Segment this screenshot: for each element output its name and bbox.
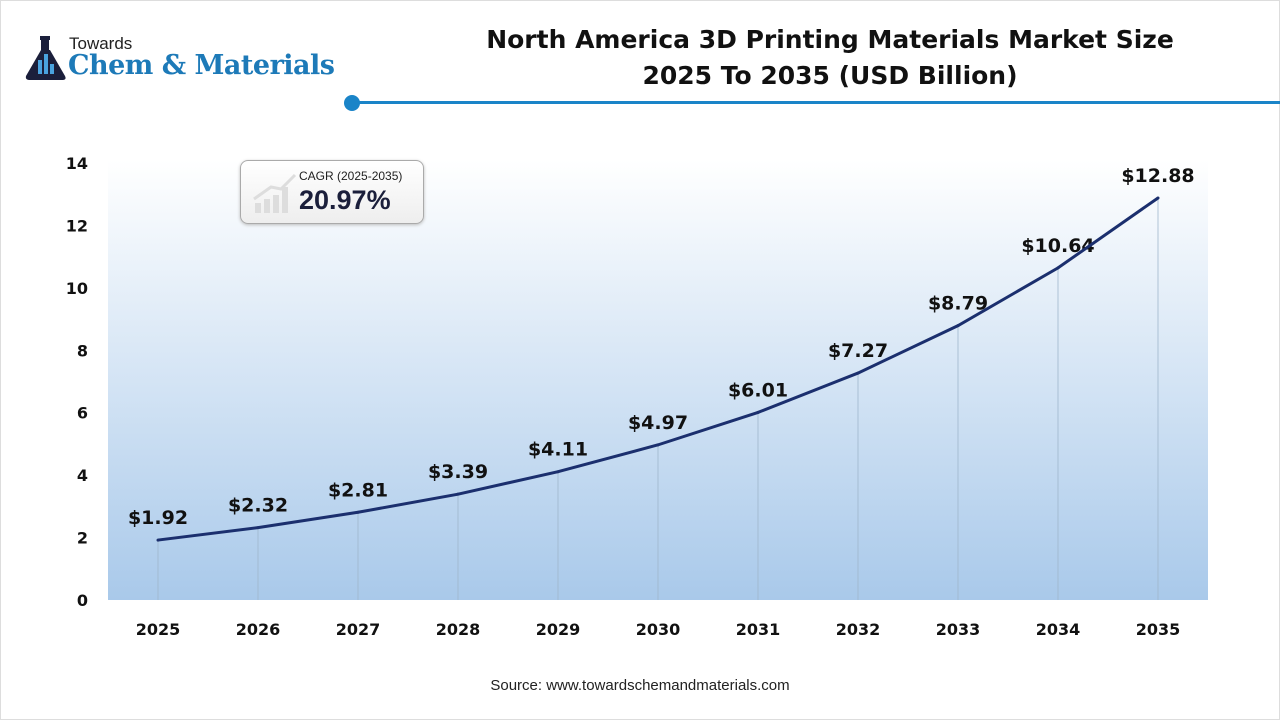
x-tick-label: 2032 — [836, 620, 881, 639]
data-label: $2.32 — [228, 495, 288, 517]
y-tick-label: 10 — [66, 279, 88, 298]
chart-title: North America 3D Printing Materials Mark… — [400, 22, 1260, 94]
cagr-label: CAGR (2025-2035) — [299, 169, 403, 183]
data-label: $1.92 — [128, 507, 188, 529]
growth-chart-icon — [253, 173, 297, 213]
cagr-box: CAGR (2025-2035) 20.97% — [240, 160, 424, 224]
flask-icon — [25, 36, 66, 80]
data-label: $4.11 — [528, 439, 588, 461]
source-text: Source: www.towardschemandmaterials.com — [490, 677, 790, 694]
data-label: $7.27 — [828, 340, 888, 362]
data-point — [656, 443, 660, 447]
data-label: $10.64 — [1021, 235, 1094, 257]
y-tick-label: 4 — [77, 466, 88, 485]
data-label: $6.01 — [728, 379, 788, 401]
x-tick-label: 2026 — [236, 620, 281, 639]
data-point — [456, 492, 460, 496]
x-tick-label: 2034 — [1036, 620, 1081, 639]
x-tick-label: 2035 — [1136, 620, 1181, 639]
data-point — [956, 324, 960, 328]
data-label: $8.79 — [928, 293, 988, 315]
title-line-1: North America 3D Printing Materials Mark… — [486, 25, 1174, 54]
x-tick-label: 2028 — [436, 620, 481, 639]
logo-towards: Towards — [69, 34, 133, 53]
data-point — [856, 371, 860, 375]
y-tick-label: 0 — [77, 591, 88, 610]
x-tick-label: 2031 — [736, 620, 781, 639]
x-tick-label: 2025 — [136, 620, 181, 639]
y-tick-label: 14 — [66, 154, 88, 173]
data-point — [156, 538, 160, 542]
x-tick-label: 2030 — [636, 620, 681, 639]
data-point — [1156, 196, 1160, 200]
title-rule — [352, 101, 1280, 104]
data-label: $4.97 — [628, 412, 688, 434]
y-tick-label: 6 — [77, 404, 88, 423]
y-tick-label: 12 — [66, 216, 88, 235]
title-line-2: 2025 To 2035 (USD Billion) — [642, 61, 1018, 90]
data-label: $12.88 — [1121, 165, 1194, 187]
x-tick-label: 2027 — [336, 620, 381, 639]
data-label: $2.81 — [328, 479, 388, 501]
data-point — [756, 410, 760, 414]
cagr-value: 20.97% — [299, 185, 391, 215]
logo-chem-materials: Chem & Materials — [68, 50, 335, 81]
data-label: $3.39 — [428, 461, 488, 483]
data-point — [1056, 266, 1060, 270]
y-tick-label: 2 — [77, 529, 88, 548]
data-point — [256, 526, 260, 530]
data-point — [356, 510, 360, 514]
x-tick-label: 2033 — [936, 620, 981, 639]
x-tick-label: 2029 — [536, 620, 581, 639]
data-point — [556, 470, 560, 474]
title-rule-dot — [344, 95, 360, 111]
y-tick-label: 8 — [77, 341, 88, 360]
